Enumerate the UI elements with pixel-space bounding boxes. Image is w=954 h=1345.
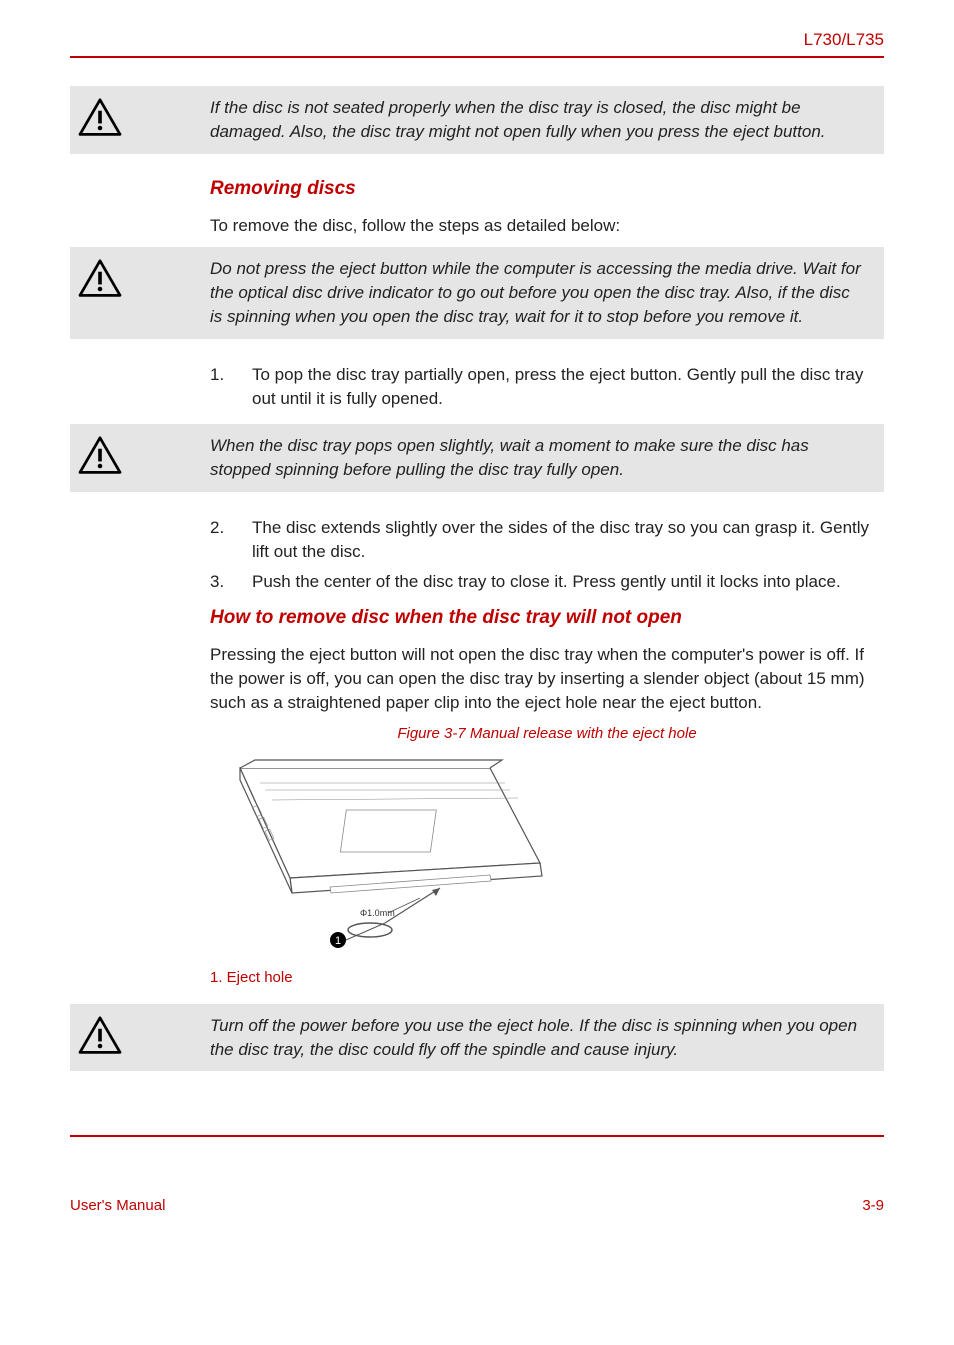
step-text: The disc extends slightly over the sides… bbox=[252, 516, 884, 564]
footer-rule bbox=[70, 1135, 884, 1137]
warning-box-4: Turn off the power before you use the ej… bbox=[70, 1004, 884, 1072]
warning-icon bbox=[70, 96, 130, 138]
step-item: 1. To pop the disc tray partially open, … bbox=[210, 363, 884, 411]
steps-list-2: 2. The disc extends slightly over the si… bbox=[210, 516, 884, 593]
footer-right: 3-9 bbox=[862, 1197, 884, 1214]
footer-left: User's Manual bbox=[70, 1197, 165, 1214]
footer: User's Manual 3-9 bbox=[0, 1197, 954, 1214]
svg-text:1: 1 bbox=[335, 935, 341, 947]
manual-intro: Pressing the eject button will not open … bbox=[210, 643, 884, 714]
step-num: 1. bbox=[210, 363, 252, 411]
figure-annot: Φ1.0mm bbox=[360, 908, 395, 918]
steps-list-1: 1. To pop the disc tray partially open, … bbox=[210, 363, 884, 411]
warning-text-2: Do not press the eject button while the … bbox=[130, 257, 870, 328]
warning-box-2: Do not press the eject button while the … bbox=[70, 247, 884, 338]
step-item: 3. Push the center of the disc tray to c… bbox=[210, 570, 884, 594]
removing-intro: To remove the disc, follow the steps as … bbox=[210, 214, 884, 238]
warning-icon bbox=[70, 257, 130, 299]
warning-icon bbox=[70, 1014, 130, 1056]
figure-label: 1. Eject hole bbox=[210, 969, 884, 986]
warning-text-1: If the disc is not seated properly when … bbox=[130, 96, 870, 144]
warning-box-1: If the disc is not seated properly when … bbox=[70, 86, 884, 154]
step-text: Push the center of the disc tray to clos… bbox=[252, 570, 884, 594]
warning-text-4: Turn off the power before you use the ej… bbox=[130, 1014, 870, 1062]
warning-text-3: When the disc tray pops open slightly, w… bbox=[130, 434, 870, 482]
step-text: To pop the disc tray partially open, pre… bbox=[252, 363, 884, 411]
step-item: 2. The disc extends slightly over the si… bbox=[210, 516, 884, 564]
header-rule bbox=[70, 56, 884, 58]
step-num: 2. bbox=[210, 516, 252, 564]
step-num: 3. bbox=[210, 570, 252, 594]
figure-manual-eject: 1 Φ1.0mm bbox=[210, 748, 884, 963]
warning-icon bbox=[70, 434, 130, 476]
warning-box-3: When the disc tray pops open slightly, w… bbox=[70, 424, 884, 492]
header-model: L730/L735 bbox=[70, 30, 884, 56]
heading-removing-discs: Removing discs bbox=[210, 178, 884, 200]
heading-manual-eject: How to remove disc when the disc tray wi… bbox=[210, 607, 884, 629]
figure-caption: Figure 3-7 Manual release with the eject… bbox=[210, 725, 884, 742]
